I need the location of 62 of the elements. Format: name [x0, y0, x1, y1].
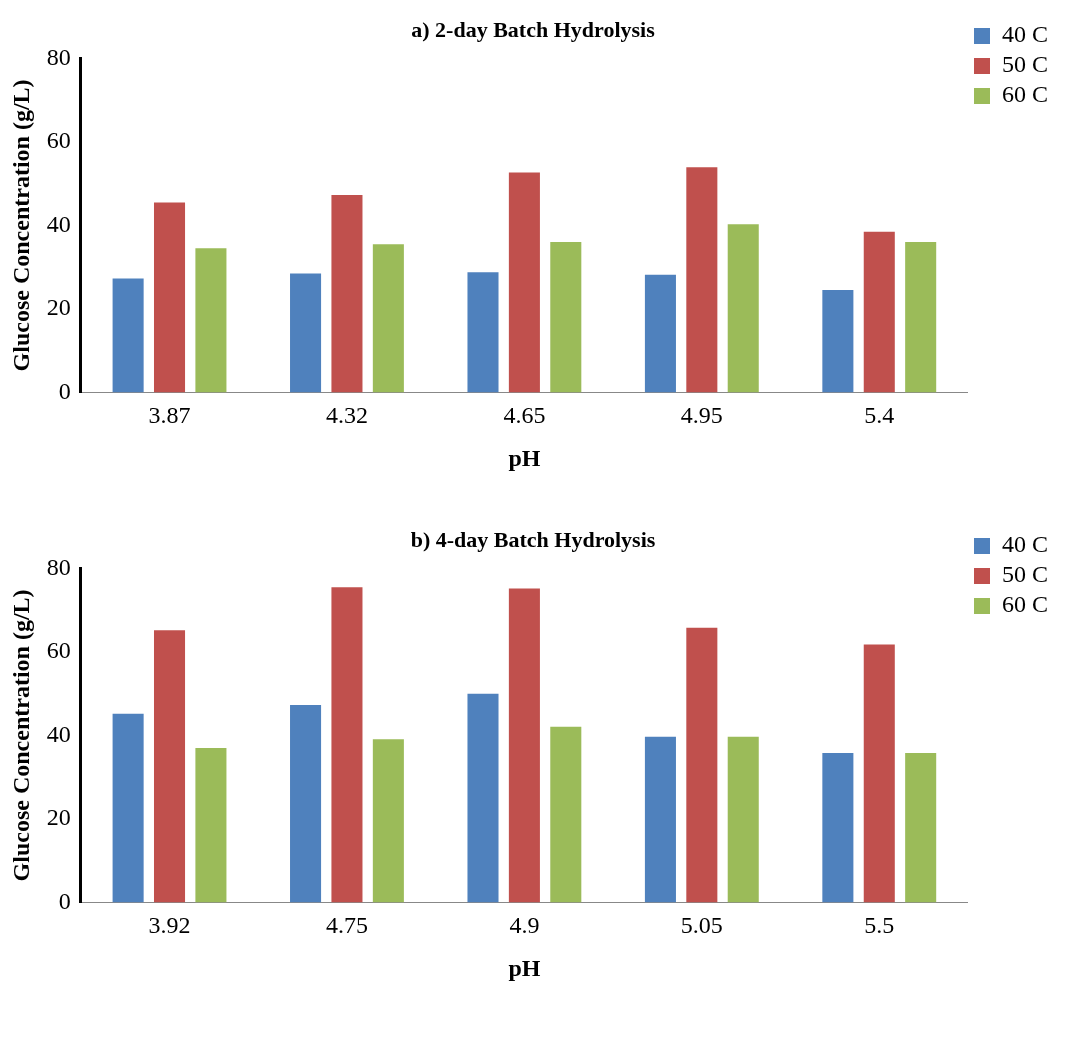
bar	[727, 736, 759, 903]
bar	[290, 704, 322, 903]
bar	[550, 242, 582, 393]
x-tick-label: 4.75	[325, 912, 368, 939]
bar	[331, 587, 363, 903]
y-tick-label: 40	[46, 720, 71, 747]
y-tick-label: 0	[58, 377, 71, 404]
legend-label: 60 C	[1001, 81, 1049, 108]
y-tick-label: 40	[46, 210, 71, 237]
x-tick-label: 4.32	[325, 402, 368, 429]
bar	[331, 194, 363, 393]
bar	[550, 726, 582, 903]
bar	[508, 172, 540, 393]
legend-label: 50 C	[1001, 51, 1049, 78]
y-axis-title: Glucose Concentration (g/L)	[7, 79, 34, 372]
x-axis-title: pH	[508, 954, 541, 981]
x-tick-label: 4.95	[680, 402, 723, 429]
legend-label: 40 C	[1001, 21, 1049, 48]
chart-title: a) 2-day Batch Hydrolysis	[411, 16, 656, 42]
bar	[467, 693, 499, 903]
y-tick-label: 20	[46, 804, 71, 831]
y-tick-label: 60	[46, 637, 71, 664]
x-tick-label: 3.92	[148, 912, 191, 939]
legend-label: 50 C	[1001, 561, 1049, 588]
bar	[727, 224, 759, 393]
y-tick-label: 60	[46, 127, 71, 154]
bar	[153, 630, 186, 903]
bar	[863, 644, 895, 903]
bar	[863, 231, 895, 393]
bar	[905, 242, 937, 393]
x-tick-label: 4.9	[509, 912, 540, 939]
bar	[644, 736, 676, 903]
legend-label: 60 C	[1001, 591, 1049, 618]
x-tick-label: 5.4	[864, 402, 895, 429]
x-tick-label: 4.65	[503, 402, 546, 429]
x-axis-title: pH	[508, 444, 541, 471]
bar	[467, 272, 499, 393]
bar	[195, 747, 227, 903]
bar	[905, 752, 937, 903]
bar	[153, 202, 186, 393]
x-tick-label: 5.05	[680, 912, 723, 939]
bar	[290, 273, 322, 393]
chart-title: b) 4-day Batch Hydrolysis	[410, 526, 656, 552]
bar	[822, 290, 854, 393]
x-tick-label: 5.5	[864, 912, 895, 939]
bar	[372, 739, 404, 903]
legend-label: 40 C	[1001, 531, 1049, 558]
y-tick-label: 80	[46, 553, 71, 580]
bar	[112, 278, 144, 393]
y-tick-label: 80	[46, 43, 71, 70]
bar	[112, 713, 144, 903]
y-axis-title: Glucose Concentration (g/L)	[7, 589, 34, 882]
bar	[372, 244, 404, 393]
bar	[822, 752, 854, 903]
y-tick-label: 0	[58, 887, 71, 914]
bar	[508, 588, 540, 903]
bar	[195, 248, 227, 393]
x-tick-label: 3.87	[148, 402, 191, 429]
y-tick-label: 20	[46, 294, 71, 321]
bar	[686, 627, 718, 903]
bar	[686, 167, 718, 393]
bar	[644, 274, 676, 393]
